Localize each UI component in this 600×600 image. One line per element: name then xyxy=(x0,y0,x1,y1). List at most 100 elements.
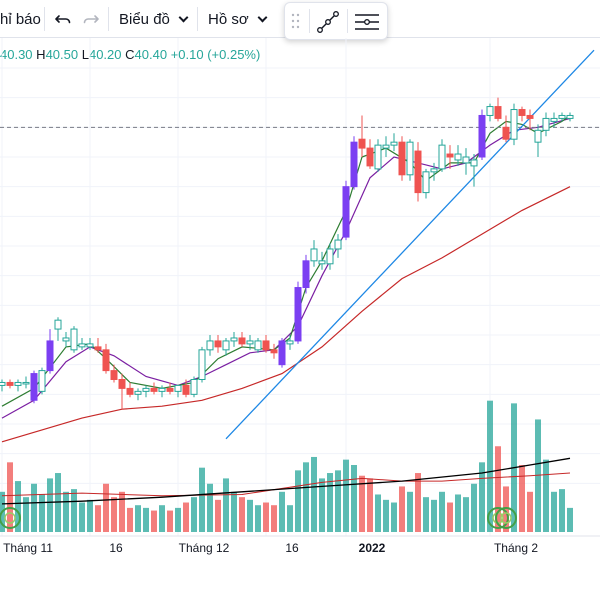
signal-marker-inner xyxy=(4,512,16,524)
undo-icon xyxy=(55,15,71,24)
candle-body xyxy=(190,379,198,395)
volume-bar xyxy=(351,465,357,532)
volume-bars xyxy=(0,400,573,532)
volume-bar xyxy=(383,499,389,532)
candle-body xyxy=(406,141,414,176)
volume-bar xyxy=(391,502,397,532)
toolbar-divider xyxy=(347,9,348,33)
long-ma-line xyxy=(1,457,571,505)
time-axis-label: 2022 xyxy=(359,541,386,555)
volume-bar xyxy=(375,494,381,532)
candle-body xyxy=(414,150,422,194)
volume-bar xyxy=(567,507,573,532)
indicators-button[interactable]: hỉ báo xyxy=(0,0,41,38)
candle-body xyxy=(286,340,294,345)
price-chart[interactable]: Tháng 11 16 Tháng 12 16 2022 Tháng 2 xyxy=(0,38,600,600)
volume-bar xyxy=(119,491,125,532)
candle-body xyxy=(446,153,454,158)
candle-body xyxy=(206,340,214,351)
undo-button[interactable] xyxy=(54,0,74,38)
chart-type-dropdown[interactable]: Biểu đồ xyxy=(119,0,189,38)
volume-bar xyxy=(311,456,317,532)
candle-body xyxy=(54,319,62,330)
volume-bar xyxy=(439,491,445,532)
profile-dropdown[interactable]: Hồ sơ xyxy=(208,0,268,38)
volume-bar xyxy=(151,510,157,532)
volume-bar xyxy=(303,462,309,532)
candle-body xyxy=(438,144,446,170)
candle-body xyxy=(350,141,358,188)
volume-bar xyxy=(7,462,13,532)
volume-bar xyxy=(199,467,205,532)
volume-bar xyxy=(535,419,541,532)
volume-bar xyxy=(63,491,69,532)
candle-body xyxy=(142,387,150,392)
candle-body xyxy=(558,114,566,119)
drag-handle-icon[interactable] xyxy=(291,12,301,35)
volume-bar xyxy=(319,478,325,532)
volume-bar xyxy=(503,486,509,532)
candle-body xyxy=(294,287,302,342)
candle-body xyxy=(398,141,406,176)
candle-body xyxy=(326,248,334,265)
volume-bar xyxy=(359,475,365,532)
candlesticks xyxy=(0,97,574,410)
volume-bar xyxy=(295,470,301,532)
candle-body xyxy=(0,381,6,386)
volume-bar xyxy=(407,491,413,532)
volume-bar xyxy=(103,483,109,532)
volume-bar xyxy=(239,497,245,532)
volume-bar xyxy=(159,505,165,532)
candle-body xyxy=(550,117,558,122)
profile-label: Hồ sơ xyxy=(208,10,249,28)
signal-marker-inner xyxy=(500,512,512,524)
redo-button[interactable] xyxy=(82,0,102,38)
candle-body xyxy=(46,340,54,372)
volume-bar xyxy=(127,507,133,532)
fast-ma-line xyxy=(1,115,571,407)
time-axis-label: 16 xyxy=(285,541,299,555)
volume-bar xyxy=(223,478,229,532)
signal-marker xyxy=(0,507,21,529)
candle-body xyxy=(214,340,222,348)
candle-body xyxy=(6,381,14,386)
volume-bar xyxy=(519,465,525,532)
volume-bar xyxy=(135,505,141,532)
candle-body xyxy=(342,186,350,238)
candle-body xyxy=(270,349,278,354)
high-key: H xyxy=(36,47,46,62)
candle-body xyxy=(174,384,182,392)
candle-body xyxy=(526,114,534,119)
volume-bar xyxy=(551,491,557,532)
volume-bar xyxy=(47,478,53,532)
volume-bar xyxy=(279,491,285,532)
candle-body xyxy=(110,370,118,381)
redo-icon xyxy=(83,15,99,24)
line-style-button[interactable] xyxy=(353,9,381,40)
trend-line-button[interactable] xyxy=(315,9,341,40)
volume-bar xyxy=(399,486,405,532)
candle-body xyxy=(246,340,254,345)
signal-markers xyxy=(0,507,517,529)
trend-line xyxy=(225,49,595,440)
candle-body xyxy=(222,340,230,351)
mid-ma-line xyxy=(1,117,571,419)
candle-body xyxy=(86,343,94,348)
volume-bar xyxy=(327,473,333,532)
close-value: 40.40 xyxy=(134,47,168,62)
high-value: 40.50 xyxy=(45,47,79,62)
candle-body xyxy=(158,387,166,392)
candle-body xyxy=(534,129,542,143)
candle-body xyxy=(302,260,310,289)
time-axis-label: Tháng 11 xyxy=(3,541,53,555)
candle-body xyxy=(182,384,190,395)
chevron-down-icon xyxy=(178,12,189,22)
volume-bar xyxy=(487,400,493,532)
candle-body xyxy=(70,328,78,351)
candle-body xyxy=(478,114,486,158)
time-axis-label: Tháng 12 xyxy=(179,541,230,555)
candle-body xyxy=(310,248,318,262)
ohlc-legend: 40.30 H40.50 L40.20 C40.40 +0.10 (+0.25%… xyxy=(0,47,260,62)
signal-marker xyxy=(495,507,517,529)
volume-bar xyxy=(455,494,461,532)
